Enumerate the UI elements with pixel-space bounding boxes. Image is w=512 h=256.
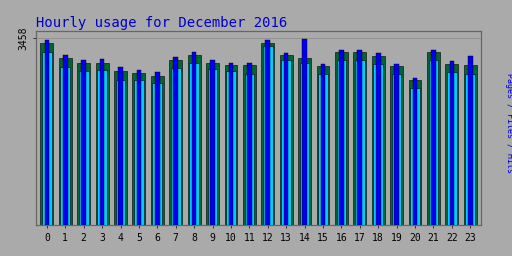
Bar bbox=[155, 72, 160, 225]
Bar bbox=[353, 52, 366, 225]
Bar bbox=[100, 59, 104, 225]
Bar bbox=[372, 56, 385, 225]
Bar bbox=[134, 80, 144, 225]
Bar bbox=[116, 80, 125, 225]
Bar bbox=[151, 76, 164, 225]
Bar bbox=[429, 60, 438, 225]
Bar bbox=[445, 64, 458, 225]
Bar bbox=[188, 55, 201, 225]
Bar bbox=[96, 63, 109, 225]
Bar bbox=[247, 63, 252, 225]
Bar bbox=[45, 40, 49, 225]
Bar bbox=[410, 88, 420, 225]
Bar bbox=[450, 61, 454, 225]
Bar bbox=[243, 65, 256, 225]
Bar bbox=[394, 64, 399, 225]
Bar bbox=[226, 71, 236, 225]
Bar bbox=[114, 71, 127, 225]
Bar bbox=[298, 58, 311, 225]
Bar bbox=[59, 58, 72, 225]
Bar bbox=[210, 60, 215, 225]
Bar bbox=[431, 50, 436, 225]
Text: Hourly usage for December 2016: Hourly usage for December 2016 bbox=[36, 16, 287, 29]
Bar bbox=[316, 66, 329, 225]
Bar bbox=[280, 55, 293, 225]
Bar bbox=[192, 52, 197, 225]
Bar bbox=[265, 40, 270, 225]
Bar bbox=[245, 74, 254, 225]
Bar bbox=[357, 50, 362, 225]
Bar bbox=[153, 83, 162, 225]
Bar bbox=[206, 63, 219, 225]
Bar bbox=[336, 60, 346, 225]
Bar bbox=[413, 78, 417, 225]
Bar bbox=[81, 60, 86, 225]
Bar bbox=[281, 60, 291, 225]
Bar bbox=[321, 64, 325, 225]
Bar bbox=[137, 70, 141, 225]
Bar bbox=[427, 52, 440, 225]
Bar bbox=[390, 66, 403, 225]
Bar bbox=[224, 65, 238, 225]
Bar bbox=[79, 71, 89, 225]
Bar bbox=[261, 42, 274, 225]
Bar bbox=[60, 68, 70, 225]
Bar bbox=[447, 72, 457, 225]
Bar bbox=[300, 63, 309, 225]
Bar bbox=[133, 73, 145, 225]
Bar bbox=[465, 74, 475, 225]
Bar bbox=[63, 55, 68, 225]
Bar bbox=[355, 60, 365, 225]
Bar bbox=[42, 52, 52, 225]
Bar bbox=[392, 74, 401, 225]
Bar bbox=[284, 53, 288, 225]
Bar bbox=[174, 57, 178, 225]
Bar bbox=[118, 68, 123, 225]
Bar bbox=[335, 52, 348, 225]
Bar bbox=[229, 63, 233, 225]
Bar bbox=[263, 46, 272, 225]
Bar bbox=[171, 68, 181, 225]
Bar bbox=[373, 64, 383, 225]
Bar bbox=[464, 65, 477, 225]
Bar bbox=[468, 56, 473, 225]
Bar bbox=[318, 74, 328, 225]
Bar bbox=[302, 39, 307, 225]
Bar bbox=[409, 80, 421, 225]
Bar bbox=[169, 60, 182, 225]
Bar bbox=[189, 63, 199, 225]
Bar bbox=[97, 70, 107, 225]
Text: Pages / Files / Hits: Pages / Files / Hits bbox=[505, 73, 512, 173]
Bar bbox=[339, 50, 344, 225]
Bar bbox=[208, 69, 218, 225]
Bar bbox=[77, 63, 90, 225]
Bar bbox=[40, 42, 53, 225]
Bar bbox=[376, 54, 380, 225]
